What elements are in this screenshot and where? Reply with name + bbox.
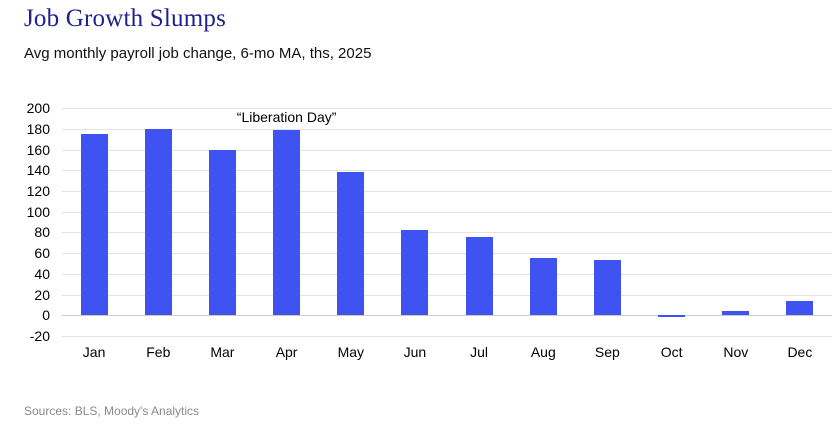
y-tick-label: 20	[34, 286, 50, 303]
bar-sep	[593, 260, 621, 316]
x-tick-label-aug: Aug	[530, 344, 556, 360]
bar-jan	[80, 133, 108, 316]
bar-nov	[722, 311, 750, 316]
x-tick-label-feb: Feb	[146, 344, 171, 360]
gridline	[62, 294, 832, 296]
y-tick-label: 100	[26, 203, 50, 220]
bar-aug	[529, 258, 557, 316]
bar-may	[337, 172, 365, 316]
chart-title: Job Growth Slumps	[24, 5, 227, 32]
y-tick-label: 120	[26, 182, 50, 199]
bar-jun	[401, 230, 429, 316]
y-tick-label: 140	[26, 162, 50, 179]
bar-dec	[786, 300, 814, 316]
annotation-liberation-day: “Liberation Day”	[236, 109, 337, 125]
x-tick-label-jan: Jan	[82, 344, 106, 360]
bar-apr	[273, 129, 301, 316]
x-tick-label-jun: Jun	[403, 344, 427, 360]
gridline	[62, 253, 832, 255]
y-tick-label: 80	[34, 224, 50, 241]
x-tick-label-apr: Apr	[275, 344, 298, 360]
zero-gridline	[62, 315, 832, 317]
x-tick-label-may: May	[337, 344, 365, 360]
y-tick-label: 60	[34, 245, 50, 262]
y-tick-label: 160	[26, 141, 50, 158]
gridline	[62, 273, 832, 275]
gridline	[62, 336, 832, 337]
x-tick-label-sep: Sep	[594, 344, 620, 360]
gridline	[62, 128, 832, 130]
x-tick-label-mar: Mar	[210, 344, 235, 360]
y-tick-label: 40	[34, 265, 50, 282]
x-tick-label-dec: Dec	[787, 344, 813, 360]
y-tick-label: 200	[26, 100, 50, 116]
x-tick-label-jul: Jul	[470, 344, 489, 360]
y-tick-label: 0	[42, 307, 50, 324]
bar-oct	[658, 315, 686, 318]
gridline	[62, 108, 832, 109]
gridline	[62, 232, 832, 234]
gridline	[62, 149, 832, 151]
bar-feb	[144, 128, 172, 316]
plot-area: “Liberation Day” 200 180 160 140 120 100 80 60 4…	[27, 100, 832, 360]
y-tick-label: -20	[29, 328, 50, 344]
bar-jul	[465, 236, 493, 316]
gridline	[62, 170, 832, 172]
chart-subtitle: Avg monthly payroll job change, 6-mo MA,…	[24, 45, 372, 62]
x-tick-label-nov: Nov	[723, 344, 749, 360]
x-tick-label-oct: Oct	[660, 344, 683, 360]
gridline	[62, 190, 832, 192]
y-tick-label: 180	[26, 120, 50, 137]
bar-mar	[208, 149, 236, 316]
gridline	[62, 211, 832, 213]
source-note: Sources: BLS, Moody's Analytics	[24, 404, 200, 418]
